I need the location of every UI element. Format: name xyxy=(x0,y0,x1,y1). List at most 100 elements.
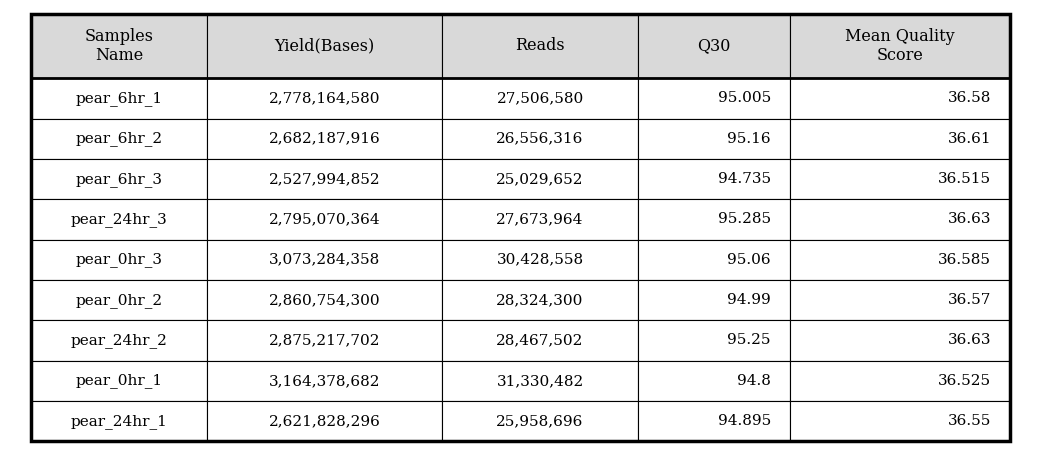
Text: 94.735: 94.735 xyxy=(717,172,770,186)
Bar xyxy=(207,320,442,361)
Text: 27,673,964: 27,673,964 xyxy=(497,212,584,227)
Bar xyxy=(789,240,1010,280)
Bar xyxy=(31,199,207,240)
Text: 2,527,994,852: 2,527,994,852 xyxy=(269,172,381,186)
Text: 28,467,502: 28,467,502 xyxy=(497,334,584,348)
Text: 36.57: 36.57 xyxy=(947,293,991,307)
Text: Samples
Name: Samples Name xyxy=(84,28,154,64)
Text: 36.55: 36.55 xyxy=(947,414,991,428)
Text: 94.99: 94.99 xyxy=(727,293,770,307)
Text: 2,621,828,296: 2,621,828,296 xyxy=(269,414,381,428)
Text: 2,795,070,364: 2,795,070,364 xyxy=(269,212,381,227)
Text: 25,958,696: 25,958,696 xyxy=(497,414,584,428)
Bar xyxy=(207,240,442,280)
Bar xyxy=(789,14,1010,78)
Bar xyxy=(638,78,789,119)
Bar xyxy=(207,119,442,159)
Text: 95.285: 95.285 xyxy=(717,212,770,227)
Text: 95.06: 95.06 xyxy=(728,253,770,267)
Text: 3,073,284,358: 3,073,284,358 xyxy=(270,253,380,267)
Bar xyxy=(789,199,1010,240)
Bar xyxy=(789,361,1010,401)
Text: pear_0hr_2: pear_0hr_2 xyxy=(76,293,162,308)
Bar xyxy=(638,119,789,159)
Text: 2,860,754,300: 2,860,754,300 xyxy=(269,293,381,307)
Bar xyxy=(207,159,442,199)
Bar xyxy=(442,240,638,280)
Text: pear_0hr_3: pear_0hr_3 xyxy=(76,253,162,267)
Bar xyxy=(442,401,638,441)
Text: 27,506,580: 27,506,580 xyxy=(497,91,584,106)
Bar xyxy=(638,199,789,240)
Bar xyxy=(31,159,207,199)
Bar xyxy=(442,78,638,119)
Bar xyxy=(207,78,442,119)
Bar xyxy=(638,14,789,78)
Text: pear_24hr_2: pear_24hr_2 xyxy=(71,333,168,348)
Bar xyxy=(31,119,207,159)
Text: 2,778,164,580: 2,778,164,580 xyxy=(269,91,381,106)
Bar xyxy=(207,280,442,320)
Bar xyxy=(31,401,207,441)
Text: 3,164,378,682: 3,164,378,682 xyxy=(269,374,381,388)
Text: 95.16: 95.16 xyxy=(728,132,770,146)
Text: 95.25: 95.25 xyxy=(728,334,770,348)
Bar xyxy=(442,119,638,159)
Text: Q30: Q30 xyxy=(697,37,731,55)
Bar xyxy=(638,401,789,441)
Text: 36.63: 36.63 xyxy=(947,212,991,227)
Bar xyxy=(442,199,638,240)
Bar xyxy=(31,320,207,361)
Text: pear_0hr_1: pear_0hr_1 xyxy=(76,374,162,388)
Text: Mean Quality
Score: Mean Quality Score xyxy=(845,28,955,64)
Text: pear_24hr_3: pear_24hr_3 xyxy=(71,212,168,227)
Bar xyxy=(789,280,1010,320)
Bar xyxy=(789,320,1010,361)
Bar xyxy=(442,320,638,361)
Bar xyxy=(207,361,442,401)
Text: 26,556,316: 26,556,316 xyxy=(497,132,584,146)
Text: 94.8: 94.8 xyxy=(737,374,770,388)
Text: pear_6hr_1: pear_6hr_1 xyxy=(76,91,162,106)
Bar xyxy=(638,280,789,320)
Bar xyxy=(442,361,638,401)
Bar xyxy=(789,119,1010,159)
Text: 31,330,482: 31,330,482 xyxy=(497,374,584,388)
Bar xyxy=(207,14,442,78)
Text: Reads: Reads xyxy=(515,37,565,55)
Bar xyxy=(638,240,789,280)
Bar xyxy=(31,78,207,119)
Bar xyxy=(442,14,638,78)
Bar xyxy=(207,401,442,441)
Bar xyxy=(789,78,1010,119)
Text: 36.58: 36.58 xyxy=(947,91,991,106)
Text: 30,428,558: 30,428,558 xyxy=(497,253,584,267)
Text: 36.63: 36.63 xyxy=(947,334,991,348)
Bar xyxy=(638,159,789,199)
Bar xyxy=(442,280,638,320)
Bar xyxy=(442,159,638,199)
Text: pear_6hr_3: pear_6hr_3 xyxy=(76,172,162,187)
Bar xyxy=(207,199,442,240)
Bar xyxy=(638,361,789,401)
Text: pear_24hr_1: pear_24hr_1 xyxy=(71,414,168,429)
Text: 95.005: 95.005 xyxy=(717,91,770,106)
Text: 25,029,652: 25,029,652 xyxy=(497,172,584,186)
Text: 36.515: 36.515 xyxy=(938,172,991,186)
Text: 94.895: 94.895 xyxy=(717,414,770,428)
Text: 36.585: 36.585 xyxy=(938,253,991,267)
Bar xyxy=(31,240,207,280)
Text: 36.525: 36.525 xyxy=(938,374,991,388)
Text: pear_6hr_2: pear_6hr_2 xyxy=(76,131,162,146)
Text: Yield(Bases): Yield(Bases) xyxy=(275,37,375,55)
Text: 36.61: 36.61 xyxy=(947,132,991,146)
Bar xyxy=(789,159,1010,199)
Bar xyxy=(31,14,207,78)
Bar xyxy=(31,361,207,401)
Bar xyxy=(789,401,1010,441)
Text: 2,682,187,916: 2,682,187,916 xyxy=(269,132,381,146)
Text: 28,324,300: 28,324,300 xyxy=(497,293,584,307)
Bar xyxy=(31,280,207,320)
Bar xyxy=(638,320,789,361)
Text: 2,875,217,702: 2,875,217,702 xyxy=(269,334,381,348)
